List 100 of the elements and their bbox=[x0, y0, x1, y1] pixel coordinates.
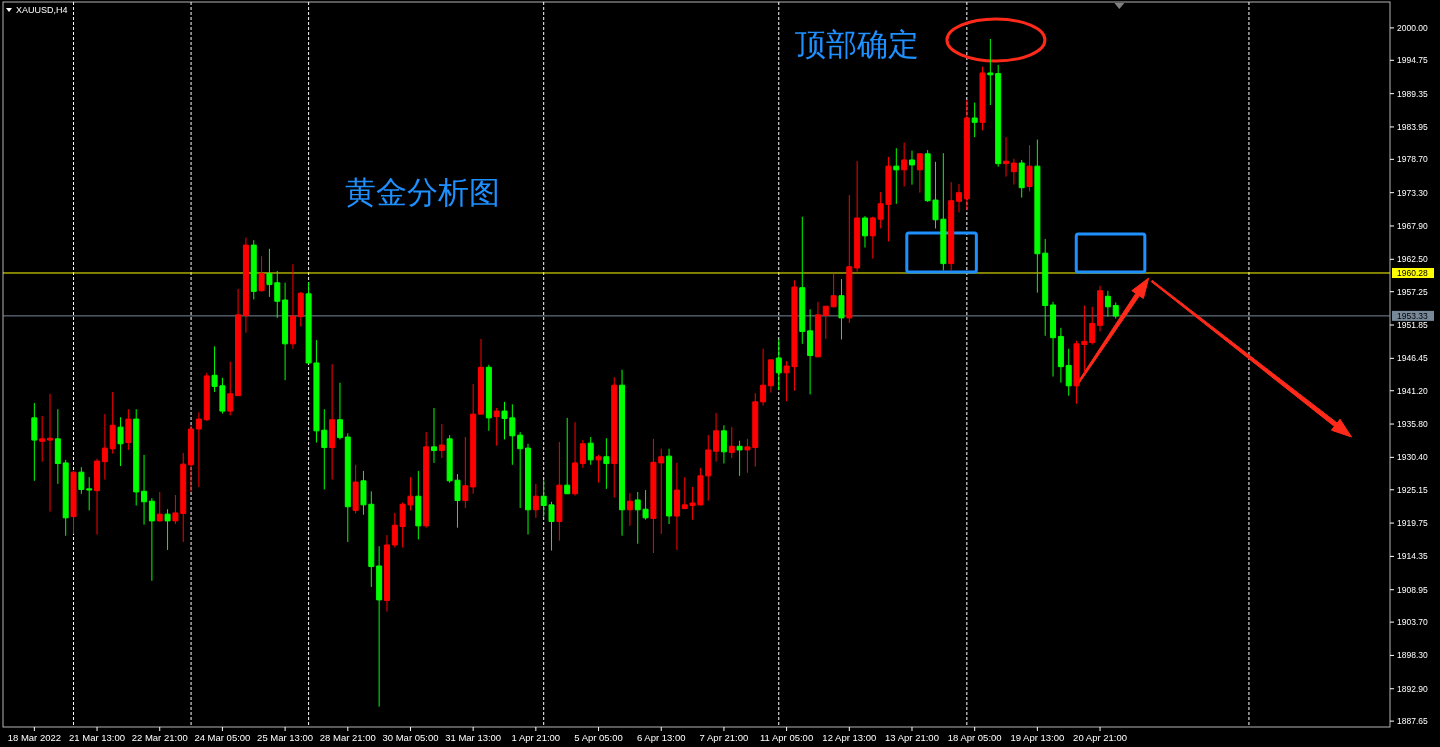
candlestick bbox=[979, 66, 986, 131]
candlestick bbox=[854, 160, 861, 273]
x-tick-label: 12 Apr 13:00 bbox=[822, 732, 877, 743]
candlestick bbox=[1018, 159, 1025, 199]
x-tick-label: 13 Apr 21:00 bbox=[885, 732, 939, 743]
candlestick bbox=[485, 364, 492, 432]
candlestick bbox=[438, 423, 445, 459]
candlestick bbox=[109, 391, 116, 455]
candlestick bbox=[227, 361, 234, 416]
candlestick bbox=[203, 372, 210, 422]
candlestick bbox=[383, 534, 390, 613]
y-tick-label: 1946.45 bbox=[1397, 353, 1428, 364]
y-tick-label: 1930.40 bbox=[1397, 452, 1428, 463]
candlestick bbox=[1010, 158, 1017, 186]
x-tick-label: 18 Apr 05:00 bbox=[947, 732, 1002, 743]
candlestick bbox=[1057, 327, 1064, 384]
x-tick-label: 11 Apr 05:00 bbox=[760, 732, 814, 743]
candlestick bbox=[70, 470, 77, 535]
candlestick bbox=[736, 440, 743, 477]
y-tick-label: 1919.75 bbox=[1397, 518, 1428, 529]
y-tick-label: 1989.35 bbox=[1397, 88, 1428, 99]
candlestick bbox=[148, 497, 155, 582]
candlestick bbox=[807, 308, 814, 395]
x-tick-label: 18 Mar 2022 bbox=[7, 732, 62, 743]
y-tick-label: 1903.70 bbox=[1397, 617, 1428, 628]
x-tick-label: 24 Mar 05:00 bbox=[194, 732, 251, 743]
candlestick bbox=[195, 411, 202, 488]
candlestick bbox=[1026, 144, 1033, 192]
x-tick-label: 7 Apr 21:00 bbox=[699, 732, 749, 743]
x-tick-label: 20 Apr 21:00 bbox=[1073, 732, 1128, 743]
y-tick-label: 1941.20 bbox=[1397, 385, 1428, 396]
x-tick-label: 28 Mar 21:00 bbox=[319, 732, 376, 743]
candlestick bbox=[814, 301, 821, 358]
x-tick-label: 6 Apr 13:00 bbox=[636, 732, 686, 743]
candlestick bbox=[478, 338, 485, 415]
y-tick-label: 1898.30 bbox=[1397, 650, 1428, 661]
candlestick bbox=[893, 147, 900, 205]
candlestick bbox=[156, 491, 163, 523]
y-tick-label: 1914.35 bbox=[1397, 551, 1428, 562]
candlestick bbox=[532, 483, 539, 519]
candlestick bbox=[838, 278, 845, 341]
x-tick-label: 19 Apr 13:00 bbox=[1010, 732, 1065, 743]
x-tick-label: 1 Apr 21:00 bbox=[511, 732, 561, 743]
candlestick bbox=[556, 441, 563, 542]
candlestick bbox=[415, 470, 422, 540]
y-tick-label: 1935.80 bbox=[1397, 419, 1428, 430]
candlestick bbox=[572, 421, 579, 497]
ref-line-label: 1960.28 bbox=[1397, 268, 1428, 278]
candlestick bbox=[54, 408, 61, 485]
y-tick-label: 1983.95 bbox=[1397, 121, 1428, 132]
x-tick-label: 5 Apr 05:00 bbox=[574, 732, 623, 743]
y-tick-label: 1892.90 bbox=[1397, 683, 1428, 694]
candlestick bbox=[916, 152, 923, 194]
candlestick bbox=[564, 417, 571, 495]
chart-title: XAUUSD,H4 bbox=[16, 5, 68, 15]
ref-line-label: 1953.33 bbox=[1397, 310, 1428, 321]
x-tick-label: 31 Mar 13:00 bbox=[445, 732, 502, 743]
candlestick bbox=[767, 359, 774, 394]
y-tick-label: 2000.00 bbox=[1397, 22, 1428, 33]
candlestick bbox=[611, 376, 618, 498]
candlestick bbox=[603, 437, 610, 490]
y-tick-label: 1957.25 bbox=[1397, 286, 1428, 297]
y-tick-label: 1908.95 bbox=[1397, 584, 1428, 595]
candlestick bbox=[619, 369, 626, 537]
candlestick bbox=[235, 288, 242, 397]
candlestick bbox=[250, 239, 257, 300]
candlestick bbox=[493, 407, 500, 447]
candlestick bbox=[289, 263, 296, 350]
candlestick bbox=[673, 462, 680, 551]
candlestick bbox=[1003, 136, 1010, 178]
candlestick bbox=[846, 194, 853, 324]
candlestick bbox=[164, 508, 171, 551]
candlestick bbox=[282, 282, 289, 381]
candlestick bbox=[430, 407, 437, 464]
candlestick bbox=[336, 382, 343, 440]
candlestick bbox=[1097, 285, 1104, 332]
candlestick bbox=[901, 142, 908, 187]
candlestick bbox=[101, 413, 108, 481]
candlestick bbox=[728, 426, 735, 459]
candlestick bbox=[423, 431, 430, 529]
y-tick-label: 1925.15 bbox=[1397, 484, 1428, 495]
y-tick-label: 1951.85 bbox=[1397, 320, 1428, 331]
candlestick bbox=[775, 339, 782, 391]
candlestick bbox=[713, 412, 720, 463]
candlestick bbox=[141, 454, 148, 526]
x-tick-label: 21 Mar 13:00 bbox=[69, 732, 126, 743]
candlestick bbox=[188, 424, 195, 493]
candlestick bbox=[117, 416, 124, 467]
candlestick bbox=[329, 363, 336, 481]
candlestick bbox=[297, 291, 304, 328]
y-tick-label: 1973.30 bbox=[1397, 187, 1428, 198]
y-tick-label: 1994.75 bbox=[1397, 55, 1428, 66]
candlestick bbox=[587, 436, 594, 466]
candlestick bbox=[31, 402, 38, 482]
candlestick bbox=[799, 216, 806, 345]
candlestick bbox=[133, 408, 140, 506]
candlestick bbox=[595, 454, 602, 484]
candlestick bbox=[963, 99, 970, 211]
candlestick bbox=[525, 443, 532, 535]
x-tick-label: 22 Mar 21:00 bbox=[131, 732, 188, 743]
